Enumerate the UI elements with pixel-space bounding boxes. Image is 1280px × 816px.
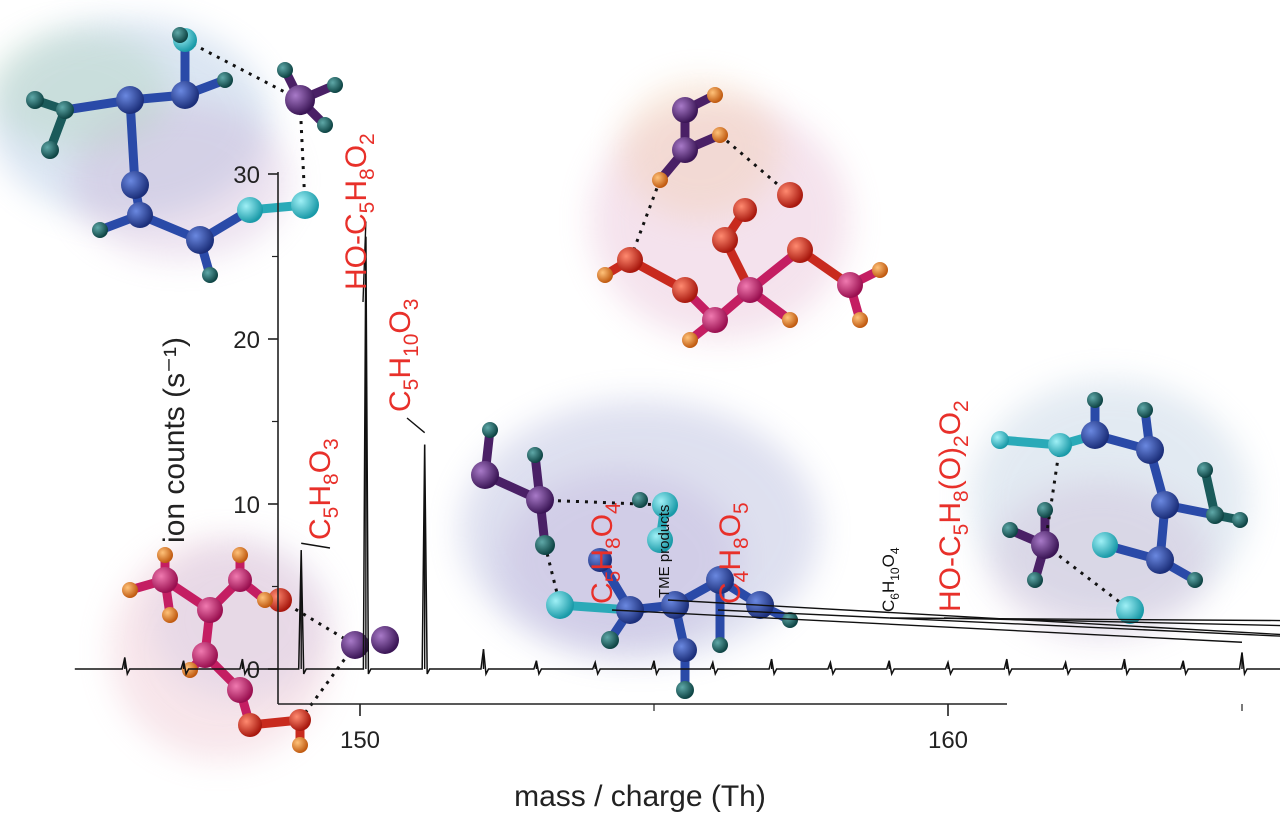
label-leader xyxy=(362,221,367,303)
label-leader xyxy=(717,609,1280,637)
lbl-ho-c5h8o2: HO-C5H8O2 xyxy=(340,133,379,290)
label-leader xyxy=(889,617,1280,622)
y-tick-label-0: 0 xyxy=(247,657,260,684)
lbl-c5h10o3: C5H10O3 xyxy=(384,299,423,412)
lbl-c4h8o5: C4H8O5 xyxy=(714,502,753,604)
molecule-top-left xyxy=(0,20,343,283)
lbl-tme-products: TME products xyxy=(656,505,673,598)
molecule-bottom-left xyxy=(110,540,399,760)
y-axis-title: ion counts (s⁻¹) xyxy=(158,337,191,543)
lbl-c5h8o4: C5H8O4 xyxy=(586,502,625,604)
x-tick-label-150: 150 xyxy=(340,727,380,754)
y-tick-label-20: 20 xyxy=(233,327,260,354)
molecule-right xyxy=(970,380,1250,640)
x-tick-label-160: 160 xyxy=(928,727,968,754)
axis-ticks: 1501601701800102030 xyxy=(233,162,1243,754)
spectrum-peaks xyxy=(124,236,1243,669)
label-leader xyxy=(301,542,331,549)
molecule-illustrations xyxy=(0,20,1250,760)
lbl-c6h10o4: C6H10O4 xyxy=(879,547,902,612)
molecule-middle xyxy=(460,400,820,699)
lbl-c5h8o3: C5H8O3 xyxy=(304,438,343,540)
lbl-ho-c5h8ooo2: HO-C5H8(O)2O2 xyxy=(934,400,973,612)
y-tick-label-30: 30 xyxy=(233,162,260,189)
label-leader xyxy=(943,617,1280,627)
molecule-top-right xyxy=(590,80,888,348)
x-axis-title: mass / charge (Th) xyxy=(514,780,766,813)
chart-axes xyxy=(277,172,1007,705)
y-tick-label-10: 10 xyxy=(233,492,260,519)
label-leader xyxy=(611,609,1243,643)
label-leader xyxy=(406,417,426,434)
